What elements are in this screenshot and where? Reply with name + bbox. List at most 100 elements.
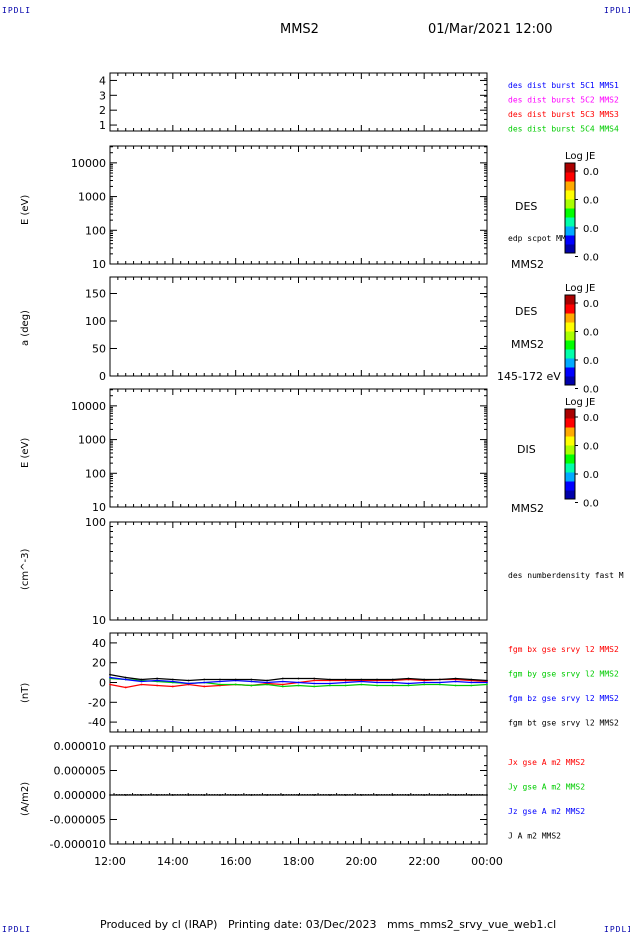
y-tick-label: 100 xyxy=(85,315,106,328)
legend-entry: des dist burst 5C4 MMS4 xyxy=(508,125,619,134)
data-point-p6-1 xyxy=(250,684,253,687)
datetime-title: 01/Mar/2021 12:00 xyxy=(428,22,553,37)
data-point-p6-3 xyxy=(124,676,127,679)
colorbar-frame xyxy=(564,162,576,254)
data-point-p7-3 xyxy=(344,794,347,796)
y-tick-label: 20 xyxy=(92,657,106,670)
legend-entry: fgm bx gse srvy l2 MMS2 xyxy=(508,645,619,654)
data-point-p6-0 xyxy=(171,685,174,688)
data-point-p7-3 xyxy=(486,794,488,796)
colorbar-segment xyxy=(565,409,575,419)
data-point-p6-1 xyxy=(266,683,268,686)
data-point-p6-0 xyxy=(140,683,143,686)
colorbar-tick-label: 0.0 xyxy=(583,196,599,207)
data-point-p6-1 xyxy=(423,683,426,686)
colorbar-tick-label: 0.0 xyxy=(583,299,599,310)
y-tick-label: 100 xyxy=(85,224,106,237)
y-tick-label: 100 xyxy=(85,516,106,529)
side-label: DES xyxy=(515,200,537,213)
data-point-p6-1 xyxy=(219,683,221,686)
panel-frame-p3 xyxy=(109,276,488,377)
colorbar-frame xyxy=(564,294,576,386)
data-point-p6-3 xyxy=(423,678,426,681)
side-label: edp scpot MMS2 xyxy=(508,234,576,243)
data-point-p6-3 xyxy=(486,679,488,682)
legend-entry: des numberdensity fast M xyxy=(508,571,624,580)
colorbar-tick-label: 0.0 xyxy=(583,356,599,367)
side-label: DES xyxy=(515,305,537,318)
y-tick-label: -0.000005 xyxy=(50,814,106,827)
corner-mark-bottom-right: IPDLI xyxy=(604,925,630,934)
data-point-p6-3 xyxy=(203,678,206,681)
data-point-p6-0 xyxy=(203,685,206,688)
data-point-p6-1 xyxy=(454,684,457,687)
colorbar-segment xyxy=(565,340,575,350)
colorbar-tick-label: 0.0 xyxy=(583,224,599,235)
y-tick-label: 10 xyxy=(92,614,106,627)
data-point-p6-0 xyxy=(281,683,284,686)
data-point-p6-2 xyxy=(391,681,394,684)
y-tick-label: 1000 xyxy=(78,434,106,447)
colorbar-segment xyxy=(565,208,575,218)
legend-entry: J A m2 MMS2 xyxy=(508,832,561,841)
data-point-p6-2 xyxy=(124,678,127,681)
y-tick-label: 0.000005 xyxy=(54,765,107,778)
data-point-p7-3 xyxy=(313,794,316,796)
data-point-p7-3 xyxy=(329,794,331,796)
data-point-p6-2 xyxy=(219,680,221,683)
data-point-p6-2 xyxy=(454,680,457,683)
data-point-p6-2 xyxy=(407,682,410,685)
data-point-p6-3 xyxy=(250,678,253,681)
x-tick-label: 16:00 xyxy=(220,855,252,868)
data-point-p6-2 xyxy=(171,680,174,683)
legend-entry: des dist burst 5C2 MMS2 xyxy=(508,96,619,105)
data-point-p6-1 xyxy=(297,684,300,687)
data-point-p6-3 xyxy=(407,677,410,680)
y-axis-label: (nT) xyxy=(20,683,31,703)
panel-frame-p5 xyxy=(109,521,488,621)
legend-entry: Jx gse A m2 MMS2 xyxy=(508,758,585,767)
data-point-p6-3 xyxy=(234,678,237,681)
data-point-p6-0 xyxy=(109,683,111,686)
colorbar-segment xyxy=(565,445,575,455)
y-axis-label: a (deg) xyxy=(20,310,31,346)
colorbar-segment xyxy=(565,418,575,428)
colorbar-segment xyxy=(565,358,575,368)
y-tick-label: 10000 xyxy=(71,157,106,170)
y-tick-label: -40 xyxy=(88,716,106,729)
y-tick-label: 3 xyxy=(99,89,106,102)
side-label: 145-172 eV xyxy=(497,370,561,383)
x-tick-label: 18:00 xyxy=(283,855,315,868)
data-point-p6-0 xyxy=(156,684,159,687)
data-point-p6-2 xyxy=(423,681,426,684)
legend-entry: fgm bz gse srvy l2 MMS2 xyxy=(508,694,619,703)
y-tick-label: 1000 xyxy=(78,191,106,204)
colorbar-frame xyxy=(564,408,576,500)
series-line-p6-3 xyxy=(109,673,488,682)
y-tick-label: 0 xyxy=(99,370,106,383)
colorbar-segment xyxy=(565,490,575,500)
data-point-p6-3 xyxy=(140,678,143,681)
data-point-p6-3 xyxy=(266,679,268,682)
data-point-p6-3 xyxy=(156,677,159,680)
colorbar-segment xyxy=(565,436,575,446)
data-point-p7-3 xyxy=(124,794,127,796)
y-tick-label: 100 xyxy=(85,467,106,480)
y-tick-label: 50 xyxy=(92,343,106,356)
data-point-p6-1 xyxy=(360,683,363,686)
y-tick-label: 2 xyxy=(99,104,106,117)
spacecraft-title: MMS2 xyxy=(280,22,319,37)
y-axis-label: E (eV) xyxy=(20,438,31,468)
corner-mark-top-right: IPDLI xyxy=(604,6,630,15)
data-point-p6-1 xyxy=(438,683,441,686)
legend-entry: Jy gse A m2 MMS2 xyxy=(508,783,585,792)
colorbar-segment xyxy=(565,217,575,227)
legend-entry: fgm bt gse srvy l2 MMS2 xyxy=(508,719,619,728)
y-tick-label: 10 xyxy=(92,501,106,514)
data-point-p6-3 xyxy=(376,678,378,681)
x-tick-label: 12:00 xyxy=(94,855,126,868)
data-point-p6-3 xyxy=(219,678,221,681)
data-point-p6-3 xyxy=(187,679,190,682)
data-point-p6-1 xyxy=(376,684,378,687)
y-tick-label: 0 xyxy=(99,677,106,690)
